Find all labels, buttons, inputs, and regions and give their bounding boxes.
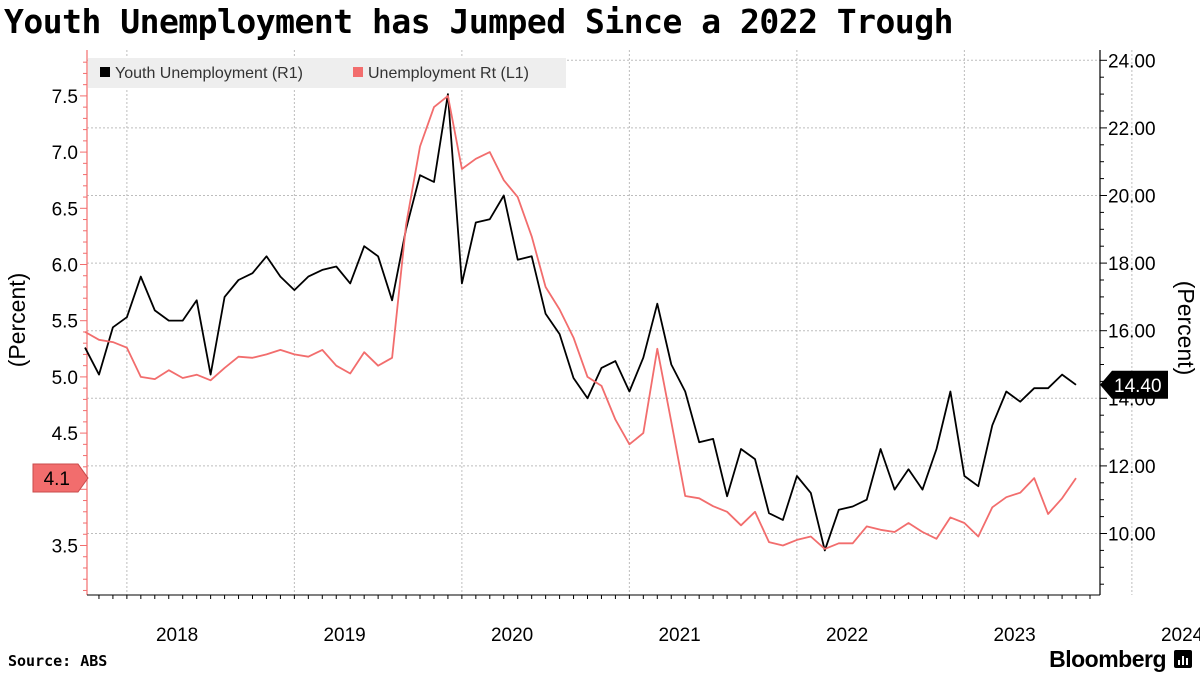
- series-lines: [84, 93, 1077, 552]
- legend-label-unemployment: Unemployment Rt (L1): [368, 65, 529, 82]
- x-tick-label: 2024: [1161, 625, 1200, 646]
- right-axis-title: (Percent): [1173, 281, 1199, 376]
- value-labels: 4.1 14.40: [32, 370, 1168, 493]
- legend-label-youth: Youth Unemployment (R1): [115, 65, 303, 82]
- left-tick-label: 4.5: [52, 424, 78, 445]
- x-tick-label: 2022: [826, 625, 868, 646]
- x-tick-label: 2023: [993, 625, 1035, 646]
- right-tick-label: 18.00: [1108, 254, 1156, 275]
- last-value-left: 4.1: [44, 469, 70, 490]
- bloomberg-terminal-icon: [1174, 650, 1192, 668]
- left-axis-title: (Percent): [4, 273, 30, 368]
- left-tick-label: 7.5: [52, 87, 78, 108]
- right-tick-label: 20.00: [1108, 187, 1156, 208]
- left-tick-label: 5.0: [52, 368, 78, 389]
- left-tick-label: 6.5: [52, 199, 78, 220]
- x-tick-label: 2019: [323, 625, 365, 646]
- left-tick-label: 7.0: [52, 143, 78, 164]
- last-value-tag-right: [1100, 370, 1168, 399]
- left-tick-label: 3.5: [52, 537, 78, 558]
- left-tick-label: 5.5: [52, 312, 78, 333]
- left-tick-label: 6.0: [52, 256, 78, 277]
- chart-title: Youth Unemployment has Jumped Since a 20…: [4, 2, 954, 41]
- source-note: Source: ABS: [8, 652, 108, 670]
- right-tick-label: 10.00: [1108, 525, 1156, 546]
- last-value-tag-left: [32, 463, 89, 493]
- right-tick-label: 16.00: [1108, 322, 1156, 343]
- legend-swatch-unemployment: [353, 67, 363, 77]
- x-tick-label: 2021: [658, 625, 700, 646]
- right-tick-label: 12.00: [1108, 457, 1156, 478]
- right-tick-label: 24.00: [1108, 51, 1156, 72]
- legend: Youth Unemployment (R1) Unemployment Rt (…: [88, 58, 566, 88]
- last-value-right: 14.40: [1114, 376, 1162, 397]
- axes: 3.54.55.05.56.06.57.07.510.0012.0014.001…: [4, 50, 1200, 646]
- unemployment-rate-line: [84, 95, 1077, 550]
- legend-swatch-youth: [100, 67, 110, 77]
- gridlines: [87, 50, 1133, 595]
- legend-box: [88, 58, 566, 88]
- x-tick-label: 2020: [491, 625, 533, 646]
- x-tick-label: 2018: [156, 625, 198, 646]
- right-tick-label: 22.00: [1108, 119, 1156, 140]
- brand-logo: Bloomberg: [1049, 646, 1166, 672]
- youth-unemployment-line: [84, 93, 1077, 552]
